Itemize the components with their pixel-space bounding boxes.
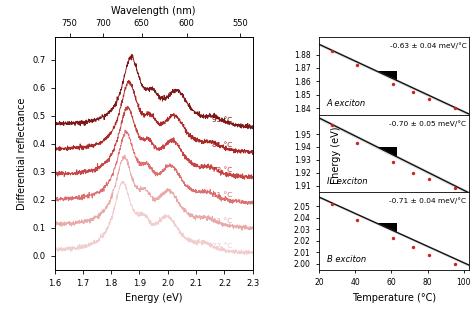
Text: 61 °C: 61 °C [212, 193, 232, 198]
Text: -0.63 ± 0.04 meV/°C: -0.63 ± 0.04 meV/°C [390, 42, 466, 49]
Point [451, 105, 458, 110]
Point [390, 160, 397, 165]
Point [410, 90, 417, 95]
Text: IL exciton: IL exciton [327, 177, 367, 186]
Text: B exciton: B exciton [327, 255, 365, 264]
Text: 81 °C: 81 °C [212, 142, 232, 148]
Point [328, 201, 336, 206]
X-axis label: Wavelength (nm): Wavelength (nm) [111, 6, 196, 16]
Text: 41 °C: 41 °C [212, 218, 232, 224]
Polygon shape [377, 71, 397, 81]
Point [353, 141, 361, 146]
Point [451, 261, 458, 266]
Point [410, 170, 417, 175]
Point [390, 236, 397, 241]
Point [426, 96, 433, 101]
Polygon shape [377, 147, 397, 157]
Text: A exciton: A exciton [327, 100, 365, 108]
Point [426, 177, 433, 182]
X-axis label: Temperature (°C): Temperature (°C) [352, 293, 436, 303]
Text: -0.71 ± 0.04 meV/°C: -0.71 ± 0.04 meV/°C [389, 198, 466, 204]
Point [328, 122, 336, 127]
X-axis label: Energy (eV): Energy (eV) [125, 293, 182, 303]
Text: 72 °C: 72 °C [212, 167, 232, 173]
Text: -0.70 ± 0.05 meV/°C: -0.70 ± 0.05 meV/°C [389, 120, 466, 127]
Text: 95 °C: 95 °C [212, 117, 232, 123]
Text: Energy (eV): Energy (eV) [330, 126, 341, 184]
Point [451, 186, 458, 191]
Text: 27 °C: 27 °C [212, 243, 232, 249]
Y-axis label: Differential reflectance: Differential reflectance [17, 97, 27, 210]
Polygon shape [377, 223, 397, 232]
Point [410, 244, 417, 249]
Point [353, 63, 361, 68]
Point [353, 218, 361, 223]
Point [390, 82, 397, 86]
Point [328, 48, 336, 53]
Point [426, 252, 433, 257]
